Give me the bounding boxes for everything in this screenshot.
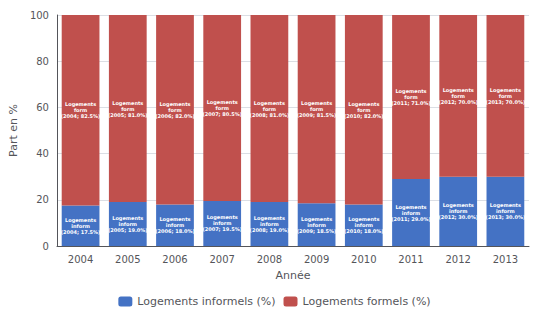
svg-text:inform: inform xyxy=(354,222,374,229)
svg-text:Logements: Logements xyxy=(395,203,427,210)
svg-text:(2005; 81.0%): (2005; 81.0%) xyxy=(108,112,148,118)
svg-text:inform: inform xyxy=(496,208,515,215)
svg-text:(2006; 18.0%): (2006; 18.0%) xyxy=(155,228,195,234)
svg-text:(2009; 18.5%): (2009; 18.5%) xyxy=(297,228,337,234)
svg-text:80: 80 xyxy=(36,56,49,67)
svg-text:2008: 2008 xyxy=(257,254,282,265)
svg-text:2013: 2013 xyxy=(493,254,518,265)
svg-text:(2011; 29.0%): (2011; 29.0%) xyxy=(391,216,431,222)
svg-text:Logements: Logements xyxy=(65,101,97,108)
svg-text:(2010; 18.0%): (2010; 18.0%) xyxy=(344,228,384,234)
svg-text:inform: inform xyxy=(165,222,185,229)
svg-text:(2011; 71.0%): (2011; 71.0%) xyxy=(391,100,431,106)
svg-text:form: form xyxy=(404,94,418,100)
svg-text:(2004; 17.5%): (2004; 17.5%) xyxy=(61,229,101,235)
svg-text:(2007; 80.5%): (2007; 80.5%) xyxy=(202,111,242,117)
svg-text:2004: 2004 xyxy=(68,254,93,265)
svg-text:(2006; 82.0%): (2006; 82.0%) xyxy=(155,113,195,119)
svg-text:form: form xyxy=(309,106,324,113)
svg-text:inform: inform xyxy=(71,222,90,229)
svg-text:Logements: Logements xyxy=(253,99,285,106)
svg-text:Logements informels (%): Logements informels (%) xyxy=(137,295,275,308)
svg-text:inform: inform xyxy=(260,221,279,228)
svg-text:Logements: Logements xyxy=(112,215,144,222)
svg-text:(2010; 82.0%): (2010; 82.0%) xyxy=(344,113,384,119)
svg-text:2010: 2010 xyxy=(351,254,376,265)
svg-text:20: 20 xyxy=(36,194,49,205)
svg-text:2006: 2006 xyxy=(162,254,187,265)
svg-text:inform: inform xyxy=(448,208,468,215)
svg-text:60: 60 xyxy=(36,102,49,113)
svg-text:Logements: Logements xyxy=(206,99,238,105)
svg-text:Logements: Logements xyxy=(348,216,380,223)
svg-text:Logements: Logements xyxy=(301,215,333,222)
svg-text:Logements: Logements xyxy=(159,100,191,107)
svg-text:Logements: Logements xyxy=(301,100,333,107)
svg-text:(2008; 19.0%): (2008; 19.0%) xyxy=(250,227,290,233)
svg-text:2007: 2007 xyxy=(209,254,234,265)
svg-text:Logements: Logements xyxy=(348,100,380,107)
svg-text:0: 0 xyxy=(43,241,49,252)
svg-text:form: form xyxy=(498,92,512,99)
svg-text:(2013; 30.0%): (2013; 30.0%) xyxy=(486,214,526,220)
svg-text:Logements: Logements xyxy=(489,202,521,209)
svg-text:2011: 2011 xyxy=(398,254,423,265)
svg-text:Logements: Logements xyxy=(395,88,427,94)
svg-text:form: form xyxy=(73,107,88,114)
svg-text:Logements: Logements xyxy=(442,86,474,93)
svg-text:(2005; 19.0%): (2005; 19.0%) xyxy=(108,227,148,233)
svg-text:form: form xyxy=(357,106,371,113)
svg-text:(2013; 70.0%): (2013; 70.0%) xyxy=(486,99,526,105)
svg-text:(2012; 70.0%): (2012; 70.0%) xyxy=(438,99,478,105)
svg-text:inform: inform xyxy=(401,209,421,216)
svg-text:form: form xyxy=(121,105,135,112)
svg-text:(2009; 81.5%): (2009; 81.5%) xyxy=(297,112,337,118)
svg-text:100: 100 xyxy=(30,10,49,21)
svg-text:Logements: Logements xyxy=(489,86,521,93)
svg-text:inform: inform xyxy=(212,220,232,227)
svg-text:Logements: Logements xyxy=(253,215,285,222)
svg-text:Logements formels (%): Logements formels (%) xyxy=(303,295,431,308)
svg-text:Logements: Logements xyxy=(206,214,238,221)
svg-text:form: form xyxy=(215,105,229,111)
svg-text:(2012; 30.0%): (2012; 30.0%) xyxy=(438,214,478,220)
svg-text:Logements: Logements xyxy=(65,216,97,223)
svg-text:form: form xyxy=(168,106,182,113)
svg-text:2005: 2005 xyxy=(115,254,140,265)
svg-text:(2007; 19.5%): (2007; 19.5%) xyxy=(202,226,242,232)
svg-text:(2008; 81.0%): (2008; 81.0%) xyxy=(250,112,290,118)
svg-text:Part en %: Part en % xyxy=(7,104,20,157)
svg-text:form: form xyxy=(262,105,276,112)
svg-text:(2004; 82.5%): (2004; 82.5%) xyxy=(61,113,101,119)
svg-text:Logements: Logements xyxy=(159,216,191,223)
svg-text:40: 40 xyxy=(36,148,49,159)
svg-text:2009: 2009 xyxy=(304,254,329,265)
svg-text:form: form xyxy=(451,92,465,99)
svg-text:inform: inform xyxy=(307,221,326,228)
svg-text:2012: 2012 xyxy=(445,254,470,265)
svg-text:Logements: Logements xyxy=(442,202,474,209)
svg-text:Logements: Logements xyxy=(112,99,144,106)
svg-text:Année: Année xyxy=(275,269,310,282)
svg-text:inform: inform xyxy=(118,221,138,228)
